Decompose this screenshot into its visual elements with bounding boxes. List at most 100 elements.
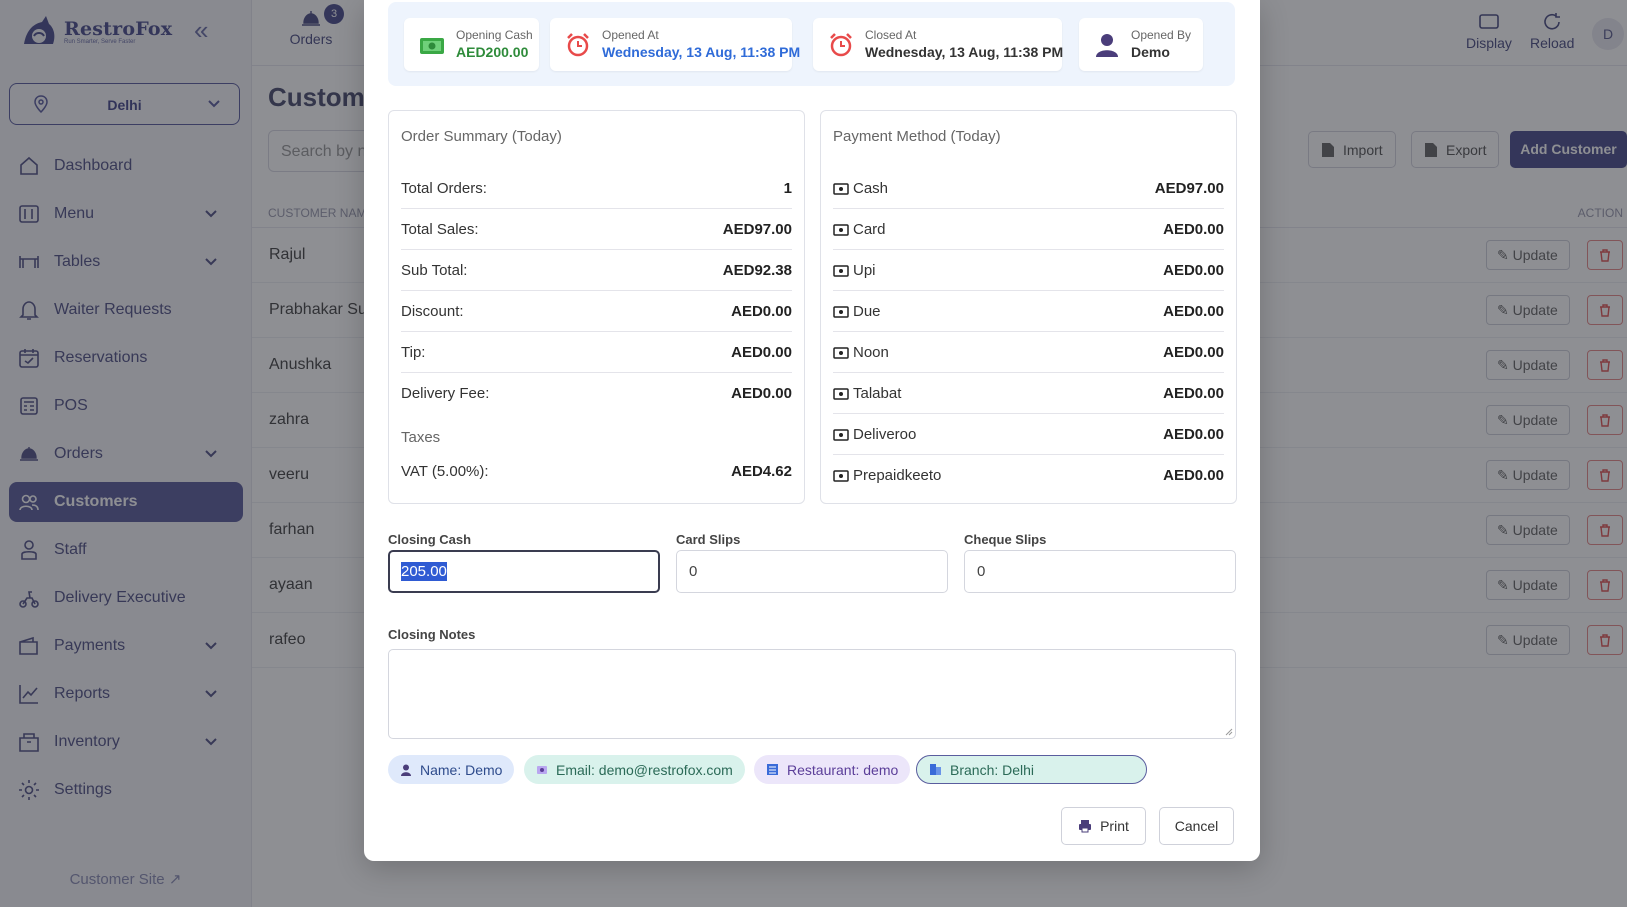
card-slips-label: Card Slips xyxy=(676,532,741,547)
money-bill-icon xyxy=(833,469,849,482)
restaurant-chip-text: Restaurant: demo xyxy=(787,761,899,778)
payment-method-label: Due xyxy=(853,303,881,320)
closing-cash-label: Closing Cash xyxy=(388,532,472,547)
payment-method-label: Upi xyxy=(853,262,876,279)
order-summary-label: Tip: xyxy=(401,344,426,361)
print-label: Print xyxy=(1100,818,1129,834)
money-bill-icon xyxy=(833,387,849,400)
resize-grip-icon[interactable] xyxy=(1225,728,1233,736)
card-slips-input[interactable]: 0 xyxy=(676,550,948,593)
order-summary-panel: Order Summary (Today) Total Orders: 1 Tota… xyxy=(388,110,805,504)
user-icon xyxy=(1096,34,1118,57)
branch-chip-text: Branch: Delhi xyxy=(950,761,1035,778)
payment-method-row: Noon AED0.00 xyxy=(833,332,1224,373)
vat-label: VAT (5.00%): xyxy=(401,463,489,480)
user-icon xyxy=(401,764,411,776)
printer-icon xyxy=(1079,820,1092,833)
order-summary-value: AED97.00 xyxy=(722,221,792,238)
payment-method-title: Payment Method (Today) xyxy=(833,128,1001,145)
order-summary-label: Delivery Fee: xyxy=(401,385,490,402)
payment-method-row: Deliveroo AED0.00 xyxy=(833,414,1224,455)
money-bill-icon xyxy=(833,264,849,277)
payment-method-panel: Payment Method (Today) Cash AED97.00 Card A… xyxy=(820,110,1237,504)
vat-value: AED4.62 xyxy=(731,463,792,480)
order-summary-row: Tip: AED0.00 xyxy=(401,332,792,373)
money-bill-icon xyxy=(833,305,849,318)
order-summary-row: Sub Total: AED92.38 xyxy=(401,250,792,291)
restaurant-chip: Restaurant: demo xyxy=(754,755,911,784)
order-summary-value: AED0.00 xyxy=(731,385,792,402)
cash-icon xyxy=(420,38,444,54)
user-name-chip: Name: Demo xyxy=(388,755,515,784)
alarm-clock-icon xyxy=(567,33,589,57)
building-icon xyxy=(930,764,941,775)
payment-method-value: AED0.00 xyxy=(1163,303,1224,320)
payment-method-value: AED0.00 xyxy=(1163,344,1224,361)
closed-at-value: Wednesday, 13 Aug, 11:38 PM xyxy=(865,44,1064,60)
order-summary-row: Total Orders: 1 xyxy=(401,168,792,209)
money-bill-icon xyxy=(833,346,849,359)
money-bill-icon xyxy=(833,223,849,236)
order-summary-label: Total Orders: xyxy=(401,180,487,197)
user-email-chip-text: Email: demo@restrofox.com xyxy=(556,761,733,778)
closing-cash-value: 205.00 xyxy=(401,562,447,581)
payment-method-row: Talabat AED0.00 xyxy=(833,373,1224,414)
opened-by-label: Opened By xyxy=(1131,28,1192,42)
closing-cash-input[interactable]: 205.00 xyxy=(388,550,660,593)
payment-method-label: Talabat xyxy=(853,385,902,402)
money-bill-icon xyxy=(833,428,849,441)
order-summary-value: 1 xyxy=(783,180,792,197)
payment-method-row: Upi AED0.00 xyxy=(833,250,1224,291)
order-summary-row: Total Sales: AED97.00 xyxy=(401,209,792,250)
closed-at-label: Closed At xyxy=(865,28,917,42)
opened-at-value: Wednesday, 13 Aug, 11:38 PM xyxy=(602,44,801,60)
payment-method-value: AED0.00 xyxy=(1163,426,1224,443)
order-summary-row: Discount: AED0.00 xyxy=(401,291,792,332)
cheque-slips-label: Cheque Slips xyxy=(964,532,1047,547)
order-summary-label: Sub Total: xyxy=(401,262,468,279)
payment-method-value: AED0.00 xyxy=(1163,467,1224,484)
register-info-band: Opening Cash AED200.00 Opened At Wednesd… xyxy=(388,2,1235,86)
payment-method-label: Cash xyxy=(853,180,889,197)
branch-chip: Branch: Delhi xyxy=(916,755,1147,784)
payment-method-label: Deliveroo xyxy=(853,426,917,443)
order-summary-title: Order Summary (Today) xyxy=(401,128,562,145)
opening-cash-label: Opening Cash xyxy=(456,28,533,42)
cancel-button[interactable]: Cancel xyxy=(1159,807,1234,845)
closed-at-card: Closed At Wednesday, 13 Aug, 11:38 PM xyxy=(813,18,1064,71)
money-bill-icon xyxy=(833,182,849,195)
order-summary-label: Total Sales: xyxy=(401,221,479,238)
opening-cash-card: Opening Cash AED200.00 xyxy=(404,18,539,71)
order-summary-row: Delivery Fee: AED0.00 xyxy=(401,373,792,414)
payment-method-value: AED0.00 xyxy=(1163,385,1224,402)
closing-notes-textarea[interactable] xyxy=(388,649,1236,739)
email-icon xyxy=(537,765,547,774)
alarm-clock-icon xyxy=(830,33,852,57)
payment-method-row: Card AED0.00 xyxy=(833,209,1224,250)
restaurant-icon xyxy=(767,764,778,775)
payment-method-value: AED97.00 xyxy=(1154,180,1224,197)
opened-at-label: Opened At xyxy=(602,28,659,42)
opening-cash-value: AED200.00 xyxy=(456,44,529,60)
vat-row: VAT (5.00%): AED4.62 xyxy=(401,451,792,492)
payment-method-label: Card xyxy=(853,221,886,238)
taxes-label: Taxes xyxy=(401,429,441,446)
cancel-label: Cancel xyxy=(1174,818,1219,834)
print-button[interactable]: Print xyxy=(1061,807,1146,845)
user-email-chip: Email: demo@restrofox.com xyxy=(524,755,745,784)
close-register-modal: Opening Cash AED200.00 Opened At Wednesd… xyxy=(364,0,1260,861)
opened-by-value: Demo xyxy=(1131,44,1170,60)
closing-notes-label: Closing Notes xyxy=(388,627,476,642)
payment-method-label: Noon xyxy=(853,344,889,361)
opened-at-card: Opened At Wednesday, 13 Aug, 11:38 PM xyxy=(550,18,800,71)
payment-method-value: AED0.00 xyxy=(1163,262,1224,279)
order-summary-value: AED0.00 xyxy=(731,303,792,320)
cheque-slips-input[interactable]: 0 xyxy=(964,550,1236,593)
user-name-chip-text: Name: Demo xyxy=(420,761,503,778)
opened-by-card: Opened By Demo xyxy=(1079,18,1203,71)
order-summary-value: AED0.00 xyxy=(731,344,792,361)
order-summary-label: Discount: xyxy=(401,303,464,320)
payment-method-row: Prepaidkeeto AED0.00 xyxy=(833,455,1224,496)
payment-method-row: Cash AED97.00 xyxy=(833,168,1224,209)
payment-method-value: AED0.00 xyxy=(1163,221,1224,238)
